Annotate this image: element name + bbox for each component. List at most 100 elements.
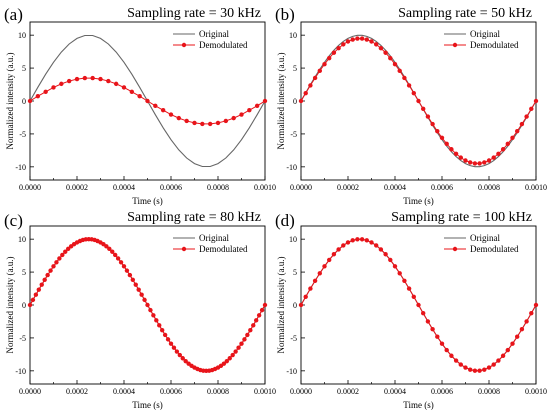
- data-point: [231, 115, 236, 121]
- data-point: [160, 108, 166, 113]
- data-point: [230, 352, 235, 358]
- data-point: [327, 55, 332, 61]
- data-point: [248, 328, 253, 333]
- panel-a: (a) Sampling rate = 30 kHz 0.0000 0.0002 0.0…: [4, 5, 276, 206]
- data-point: [388, 257, 393, 263]
- data-point: [48, 268, 53, 273]
- data-point: [308, 83, 313, 88]
- data-point: [223, 118, 229, 124]
- data-point: [30, 297, 36, 303]
- data-point: [180, 356, 185, 361]
- y-tick-label: -5: [19, 334, 26, 343]
- x-tick-label: 0.0004: [384, 183, 406, 192]
- data-point: [430, 121, 435, 127]
- x-axis-label: Time (s): [132, 196, 162, 206]
- data-point: [430, 327, 435, 332]
- data-point: [298, 302, 304, 308]
- data-point: [529, 106, 534, 112]
- data-point: [159, 328, 165, 333]
- data-point: [359, 36, 365, 41]
- x-tick-label: 0.0008: [478, 387, 500, 396]
- data-point: [369, 39, 374, 44]
- data-point: [63, 249, 68, 254]
- data-point: [453, 151, 459, 156]
- data-point: [355, 36, 360, 41]
- data-point: [406, 286, 412, 291]
- data-point: [262, 98, 268, 104]
- x-tick-label: 0.0008: [207, 183, 229, 192]
- data-point: [364, 37, 369, 42]
- x-tick-label: 0.0010: [254, 387, 276, 396]
- data-point: [533, 302, 539, 308]
- y-tick-label: -5: [290, 334, 297, 343]
- x-tick-label: 0.0002: [66, 387, 88, 396]
- data-point: [435, 334, 440, 339]
- y-tick-label: 10: [289, 31, 297, 40]
- data-point: [322, 61, 327, 67]
- data-point: [402, 278, 407, 283]
- data-point: [145, 98, 150, 104]
- data-point: [303, 294, 308, 299]
- data-point: [392, 264, 398, 269]
- data-point: [411, 294, 416, 299]
- data-point: [341, 243, 346, 248]
- chart-title: Sampling rate = 50 kHz: [398, 6, 532, 21]
- data-point: [148, 307, 153, 313]
- x-axis-label: Time (s): [403, 400, 433, 410]
- legend-label: Original: [470, 29, 500, 39]
- data-point: [215, 120, 221, 126]
- data-point: [416, 302, 421, 308]
- data-point: [177, 352, 183, 358]
- data-point: [247, 108, 252, 113]
- x-tick-label: 0.0010: [525, 183, 547, 192]
- data-point: [127, 272, 133, 278]
- data-point: [341, 42, 346, 47]
- data-point: [239, 341, 244, 346]
- data-point: [168, 112, 174, 117]
- data-point: [45, 272, 50, 278]
- data-point: [458, 362, 463, 367]
- data-point: [322, 264, 327, 269]
- legend-marker: [452, 42, 458, 48]
- data-point: [221, 361, 227, 366]
- legend-marker: [452, 246, 458, 252]
- data-point: [425, 319, 431, 324]
- data-point: [121, 264, 127, 269]
- panel-b: (b) Sampling rate = 50 kHz 0.0000 0.0002 0.0…: [275, 5, 547, 206]
- data-point: [486, 365, 492, 370]
- x-tick-label: 0.0006: [160, 183, 182, 192]
- data-point: [491, 362, 496, 367]
- x-tick-label: 0.0004: [113, 387, 135, 396]
- data-point: [51, 85, 56, 90]
- panel-label: (c): [4, 211, 23, 230]
- data-point: [174, 349, 180, 354]
- panel-d: (d) Sampling rate = 100 kHz 0.0000 0.0002 0.…: [275, 210, 547, 410]
- data-point: [444, 347, 449, 353]
- y-tick-label: 5: [293, 268, 297, 277]
- chart-title: Sampling rate = 80 kHz: [127, 210, 261, 225]
- data-point: [463, 158, 468, 163]
- data-point: [482, 160, 487, 165]
- panel-label: (b): [275, 5, 295, 24]
- data-point: [151, 313, 156, 318]
- data-point: [39, 282, 44, 287]
- data-point: [317, 68, 322, 74]
- y-tick-label: 10: [289, 235, 297, 244]
- legend-marker: [181, 42, 187, 48]
- legend-label: Original: [470, 233, 500, 243]
- data-point: [262, 302, 268, 308]
- data-point: [463, 365, 468, 370]
- data-point: [162, 332, 168, 338]
- data-point: [439, 135, 445, 140]
- data-point: [59, 81, 64, 87]
- data-point: [233, 349, 238, 354]
- data-point: [496, 151, 501, 156]
- data-point: [350, 238, 355, 243]
- data-point: [227, 356, 232, 361]
- data-point: [42, 277, 47, 282]
- data-point: [192, 120, 197, 126]
- x-tick-label: 0.0002: [66, 183, 88, 192]
- x-tick-label: 0.0004: [384, 387, 406, 396]
- data-point: [176, 115, 182, 121]
